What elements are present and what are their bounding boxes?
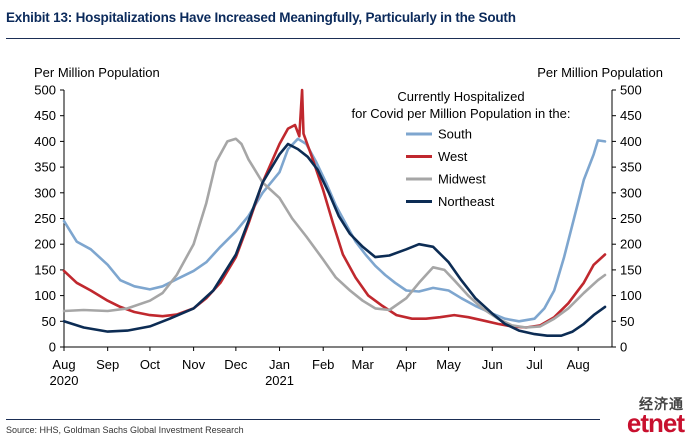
y-tick-label-left: 300 — [34, 185, 56, 200]
legend-label-northeast: Northeast — [438, 194, 495, 209]
y-tick-label-right: 300 — [620, 185, 642, 200]
x-tick-label: Mar — [351, 357, 374, 372]
x-tick-label: Feb — [312, 357, 334, 372]
x-tick-label: Jul — [526, 357, 543, 372]
y-tick-label-right: 500 — [620, 83, 642, 98]
chart-series — [62, 88, 607, 338]
chart-axes: 0 0 50 50 100 100 150 150 200 200 250 250 300 300 350 3… — [34, 83, 641, 389]
legend-label-midwest: Midwest — [438, 172, 486, 187]
y-tick-label-right: 450 — [620, 108, 642, 123]
y-tick-label-left: 450 — [34, 108, 56, 123]
y-tick-label-left: 0 — [49, 340, 56, 355]
x-tick-label: Aug — [567, 357, 590, 372]
chart-title: Exhibit 13: Hospitalizations Have Increa… — [6, 10, 516, 25]
source-note: Source: HHS, Goldman Sachs Global Invest… — [6, 425, 244, 435]
y-axis-label-right: Per Million Population — [537, 65, 663, 80]
y-tick-label-right: 0 — [620, 340, 627, 355]
legend-title-line-1: Currently Hospitalized — [397, 89, 524, 104]
y-axis-label-left: Per Million Population — [34, 65, 160, 80]
logo-chinese-text: 经济通 — [639, 397, 684, 413]
y-tick-label-right: 350 — [620, 160, 642, 175]
title-divider — [6, 38, 680, 39]
footer-divider — [6, 419, 600, 420]
y-tick-label-left: 500 — [34, 83, 56, 98]
legend-label-west: West — [438, 149, 468, 164]
y-tick-label-left: 350 — [34, 160, 56, 175]
y-tick-label-left: 50 — [42, 314, 56, 329]
x-tick-label: May — [436, 357, 461, 372]
x-tick-label: Jan — [269, 357, 290, 372]
x-tick-label: Dec — [224, 357, 248, 372]
y-tick-label-right: 50 — [620, 314, 634, 329]
y-tick-label-right: 400 — [620, 134, 642, 149]
y-tick-label-right: 200 — [620, 237, 642, 252]
x-tick-sublabel: 2020 — [50, 373, 79, 388]
y-tick-label-left: 200 — [34, 237, 56, 252]
y-tick-label-left: 100 — [34, 288, 56, 303]
y-tick-label-left: 150 — [34, 262, 56, 277]
y-tick-label-right: 150 — [620, 262, 642, 277]
y-tick-label-left: 400 — [34, 134, 56, 149]
x-tick-label: Aug — [52, 357, 75, 372]
series-line-northeast — [62, 142, 607, 338]
legend-title-line-2: for Covid per Million Population in the: — [352, 106, 571, 121]
legend-label-south: South — [438, 127, 472, 142]
x-tick-label: Apr — [396, 357, 417, 372]
etnet-logo: 经济通 etnet — [602, 394, 686, 438]
y-tick-label-right: 250 — [620, 211, 642, 226]
x-tick-sublabel: 2021 — [265, 373, 294, 388]
x-tick-label: Jun — [482, 357, 503, 372]
logo-english-text: etnet — [626, 408, 685, 438]
x-tick-label: Oct — [140, 357, 161, 372]
x-tick-label: Sep — [96, 357, 119, 372]
y-tick-label-right: 100 — [620, 288, 642, 303]
series-line-midwest — [62, 137, 607, 329]
y-tick-label-left: 250 — [34, 211, 56, 226]
chart-legend: Currently Hospitalized for Covid per Mil… — [352, 89, 571, 209]
x-tick-label: Nov — [182, 357, 206, 372]
